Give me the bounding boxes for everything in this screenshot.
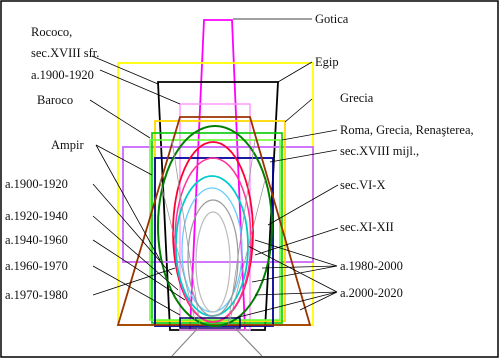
label-a1980-2000: a.1980-2000 (340, 259, 403, 273)
leg-right (234, 327, 263, 357)
rococo-shape (117, 62, 314, 326)
magenta-ellipse (174, 157, 252, 323)
label-a1900-1920: a.1900-1920 (5, 177, 68, 191)
egip-shape (157, 81, 279, 331)
label-sec-vi-x: sec.VI-X (340, 178, 385, 192)
label-a1920-1940: a.1920-1940 (5, 209, 68, 223)
grecia-shape (154, 120, 286, 322)
leader-lines (89, 18, 339, 319)
label-egip: Egip (315, 55, 339, 69)
bottom-base (179, 317, 241, 329)
leg-left (171, 327, 199, 357)
green-ellipse (157, 125, 273, 327)
label-sec-xi-xii: sec.XI-XII (340, 220, 394, 234)
label-rococo-1: Rococo, (31, 25, 72, 39)
label-gotica: Gotica (315, 12, 349, 26)
baroco-shape (122, 146, 314, 263)
label-roma-2: sec.XVIII mijl., (340, 144, 419, 158)
label-a1940-1960: a.1940-1960 (5, 233, 68, 247)
label-baroco: Baroco (37, 93, 73, 107)
label-a1900-1920-top: a.1900-1920 (31, 68, 94, 82)
label-a1960-1970: a.1960-1970 (5, 259, 68, 273)
label-grecia: Grecia (340, 91, 374, 105)
label-roma-1: Roma, Grecia, Renaşterea, (340, 123, 474, 137)
label-a1970-1980: a.1970-1980 (5, 288, 68, 302)
label-a2000-2020: a.2000-2020 (340, 286, 403, 300)
label-ampir: Ampir (51, 138, 84, 152)
roma-shape (149, 139, 281, 321)
grey-ellipse-inner (195, 211, 231, 313)
label-rococo-2: sec.XVIII sfr. (31, 46, 99, 60)
inner-guides (159, 139, 266, 326)
